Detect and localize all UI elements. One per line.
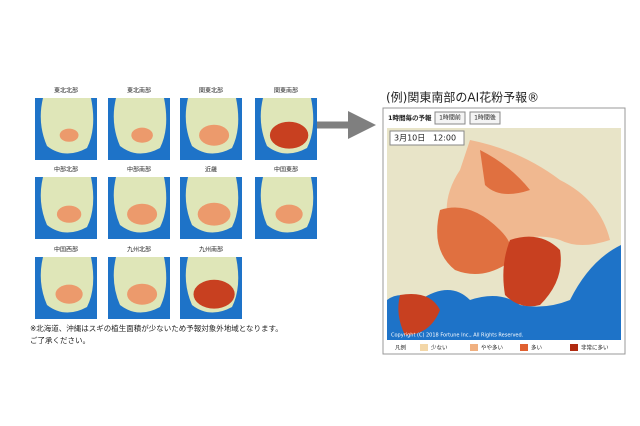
next-button[interactable] [469, 111, 501, 125]
legend-label: 少ない [431, 345, 448, 352]
pollen [127, 203, 158, 225]
region-label: 東北北部 [54, 87, 78, 95]
region-label: 中国東部 [274, 166, 298, 174]
land [40, 98, 94, 154]
pollen [56, 205, 82, 223]
region-map [35, 257, 97, 319]
region-label: 九州南部 [199, 246, 223, 254]
pollen [199, 124, 230, 146]
example-title: (例)関東南部のAI花粉予報® [386, 90, 539, 105]
next-button-label[interactable]: 1時間後 [474, 114, 496, 122]
region-map [255, 98, 317, 160]
pollen [197, 202, 231, 226]
legend-swatch [420, 344, 428, 351]
legend-title: 凡例 [395, 344, 407, 352]
land [40, 177, 94, 233]
region-map [108, 98, 170, 160]
region-label: 関東北部 [199, 87, 223, 95]
legend: 少ない やや多い 多い 非常に多い [420, 344, 609, 352]
pollen [55, 284, 83, 304]
legend-swatch [520, 344, 528, 351]
region-label: 関東南部 [274, 87, 298, 95]
pollen [59, 128, 79, 142]
legend-label: 多い [531, 344, 543, 352]
land [113, 98, 167, 154]
legend-swatch [470, 344, 478, 351]
pollen [131, 127, 153, 143]
region-label: 中部北部 [54, 166, 78, 174]
region-map [180, 257, 242, 319]
legend-label: 非常に多い [581, 344, 609, 352]
large-map [387, 128, 621, 340]
note-line: ※北海道、沖縄はスギの植生面積が少ないため予報対象外地域となります。 [30, 323, 283, 333]
region-map [180, 177, 242, 239]
legend-label: やや多い [481, 344, 504, 352]
pollen [275, 204, 303, 224]
region-map [180, 98, 242, 160]
region-label: 中部南部 [127, 166, 151, 174]
region-map [108, 257, 170, 319]
region-label: 中国西部 [54, 246, 78, 254]
pollen [193, 279, 235, 309]
region-map [35, 177, 97, 239]
toolbar-label: 1時間毎の予報 [388, 113, 432, 122]
land [40, 257, 94, 313]
region-label: 東北南部 [127, 87, 151, 95]
date: 3月10日 [394, 134, 425, 143]
copyright: Copyright (C) 2018 Fortune Inc., All Rig… [391, 333, 524, 339]
land [260, 177, 314, 233]
clock: 12:00 [433, 134, 456, 143]
pollen [269, 121, 309, 149]
prev-button[interactable] [434, 111, 466, 125]
region-label: 近畿 [205, 166, 217, 174]
note-line: ご了承ください。 [30, 335, 90, 345]
pollen [127, 283, 158, 305]
region-map [35, 98, 97, 160]
prev-button-label[interactable]: 1時間前 [439, 114, 461, 122]
region-label: 九州北部 [127, 246, 151, 254]
region-map [108, 177, 170, 239]
region-map [255, 177, 317, 239]
legend-swatch [570, 344, 578, 351]
